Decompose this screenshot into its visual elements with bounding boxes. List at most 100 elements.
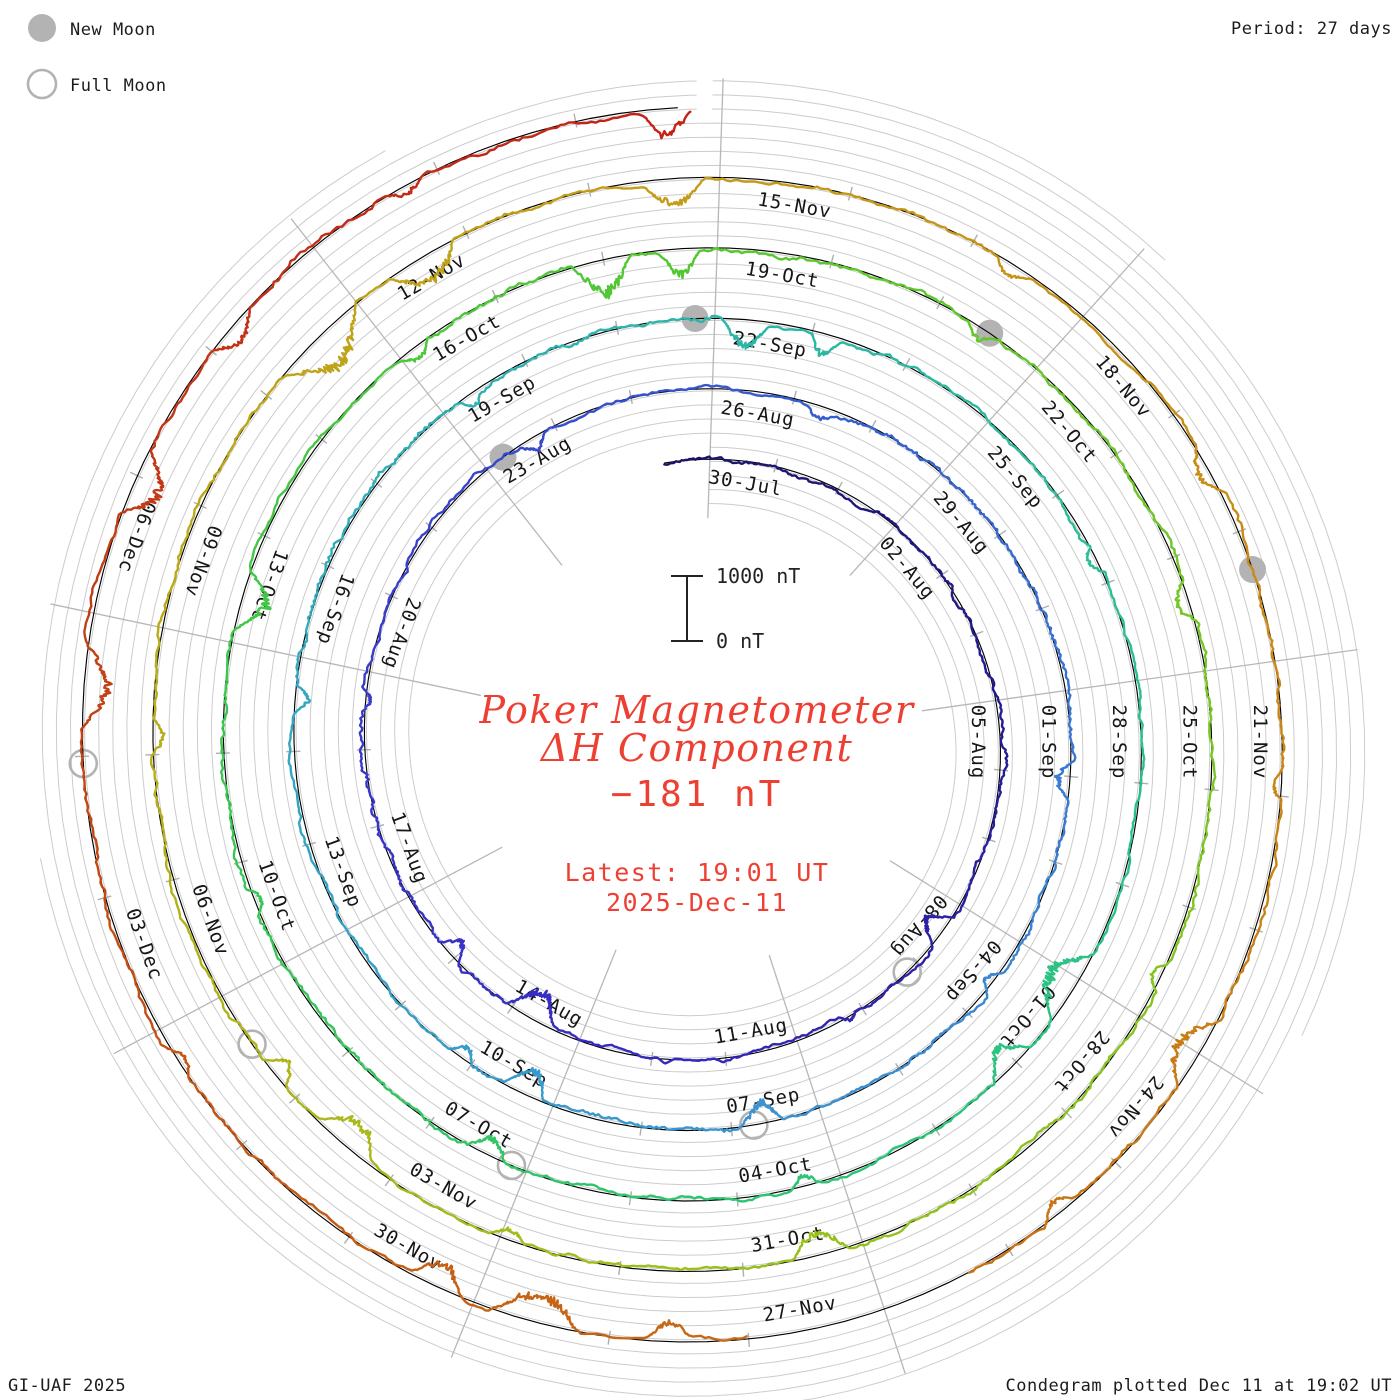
trace-segment <box>350 1236 475 1307</box>
day-tick <box>969 630 984 638</box>
trace-segment <box>376 826 412 898</box>
trace-segment <box>606 247 716 296</box>
day-tick <box>741 1262 745 1277</box>
trace-segment <box>287 750 309 849</box>
radial-gridline <box>290 218 563 566</box>
gridline-spiral <box>55 80 1309 1369</box>
trace-segment <box>629 383 713 399</box>
trace-segment <box>324 481 375 567</box>
trace-segment <box>349 1051 432 1126</box>
day-tick <box>432 161 441 175</box>
trace-segment <box>354 231 467 304</box>
trace-segment <box>457 950 520 1005</box>
trace-segment <box>1038 606 1071 689</box>
ring-date-label: 21-Nov <box>1249 705 1271 780</box>
ring-date-label: 31-Oct <box>749 1222 826 1257</box>
trace-segment <box>790 398 872 429</box>
trace-segment <box>579 1039 654 1060</box>
trace-segment <box>235 863 286 968</box>
day-tick <box>724 1051 728 1066</box>
trace-segment <box>219 998 298 1100</box>
trace-segment <box>346 929 403 1007</box>
ring-date-label: 19-Sep <box>464 371 540 427</box>
period-label: Period: 27 days <box>1231 19 1392 39</box>
trace-segment <box>195 397 268 508</box>
ring-date-label: 01-Sep <box>1038 705 1060 780</box>
ring-date-label: 05-Aug <box>967 705 989 780</box>
day-tick <box>1051 489 1065 499</box>
trace-segment <box>168 880 223 1002</box>
trace-segment <box>79 613 113 761</box>
trace-segment <box>969 941 1024 1014</box>
scale-top-label: 1000 nT <box>716 564 800 588</box>
day-tick <box>129 471 144 479</box>
gridline-spiral <box>39 122 1338 1397</box>
trace-segment <box>554 1103 645 1128</box>
day-tick <box>1011 1057 1023 1069</box>
trace-segment <box>483 426 555 470</box>
trace-segment <box>470 1064 557 1107</box>
trace-segment <box>440 362 527 417</box>
full-moon-marker <box>496 1150 527 1181</box>
radial-gridline <box>921 648 1358 712</box>
trace-segment <box>1054 774 1070 861</box>
ring-date-label: 07-Oct <box>441 1097 517 1153</box>
day-tick <box>521 353 529 368</box>
ring-date-label: 06-Dec <box>114 498 160 576</box>
credit-label: GI-UAF 2025 <box>8 1376 126 1396</box>
ring-date-label: 27-Nov <box>761 1292 838 1327</box>
trace-segment <box>710 314 811 350</box>
ring-date-label: 30-Nov <box>370 1219 446 1275</box>
trace-segment <box>967 1246 1014 1274</box>
trace-segment <box>713 247 832 265</box>
trace-segment <box>829 262 940 304</box>
ring-date-label: 15-Nov <box>756 188 833 223</box>
trace-segment <box>220 644 232 757</box>
trace-segment <box>935 1043 1002 1131</box>
trace-segment <box>961 836 992 907</box>
trace-segment <box>1010 1159 1116 1249</box>
trace-segment <box>526 1170 635 1199</box>
gridline-spiral <box>69 94 1366 1355</box>
day-tick <box>587 182 592 197</box>
day-tick <box>384 1174 394 1187</box>
trace-segment <box>1114 451 1176 555</box>
latest-time-line1: Latest: 19:01 UT <box>565 858 830 887</box>
day-tick <box>868 419 877 433</box>
trace-segment <box>502 1226 624 1268</box>
ring-date-label: 03-Dec <box>121 905 167 983</box>
radial-gridline <box>768 954 906 1374</box>
trace-segment <box>1079 316 1175 412</box>
ring-date-label: 08-Aug <box>887 890 952 961</box>
radial-gridline <box>707 78 724 519</box>
ring-date-label: 25-Oct <box>1179 705 1201 780</box>
trace-segment <box>219 753 238 866</box>
trace-segment <box>80 758 107 901</box>
grid-seam <box>696 26 714 111</box>
trace-segment <box>283 965 352 1054</box>
trace-segment <box>969 238 1082 319</box>
trace-segment <box>318 360 402 440</box>
trace-segment <box>524 325 617 365</box>
ring-date-label: 19-Oct <box>744 258 821 293</box>
trace-segment <box>1140 904 1195 1019</box>
trace-segment <box>834 488 897 526</box>
radial-gridline <box>889 860 1264 1095</box>
new-moon-legend-icon <box>28 14 56 42</box>
trace-segment <box>464 189 589 234</box>
center-annotation: Poker Magnetometer ΔH Component −181 nT … <box>478 688 914 917</box>
day-tick <box>573 113 578 128</box>
trace-segment <box>428 1123 529 1174</box>
day-tick <box>370 478 383 488</box>
day-tick <box>550 417 558 432</box>
trace-segment <box>1054 491 1110 584</box>
trace-segment <box>742 1230 866 1271</box>
trace-segment <box>940 572 976 636</box>
latest-value: −181 nT <box>611 774 784 815</box>
day-tick <box>1166 553 1181 561</box>
trace-segment <box>1021 858 1058 944</box>
scale-bottom-label: 0 nT <box>716 629 764 653</box>
trace-segment <box>103 898 157 1034</box>
trace-segment <box>295 1097 395 1182</box>
